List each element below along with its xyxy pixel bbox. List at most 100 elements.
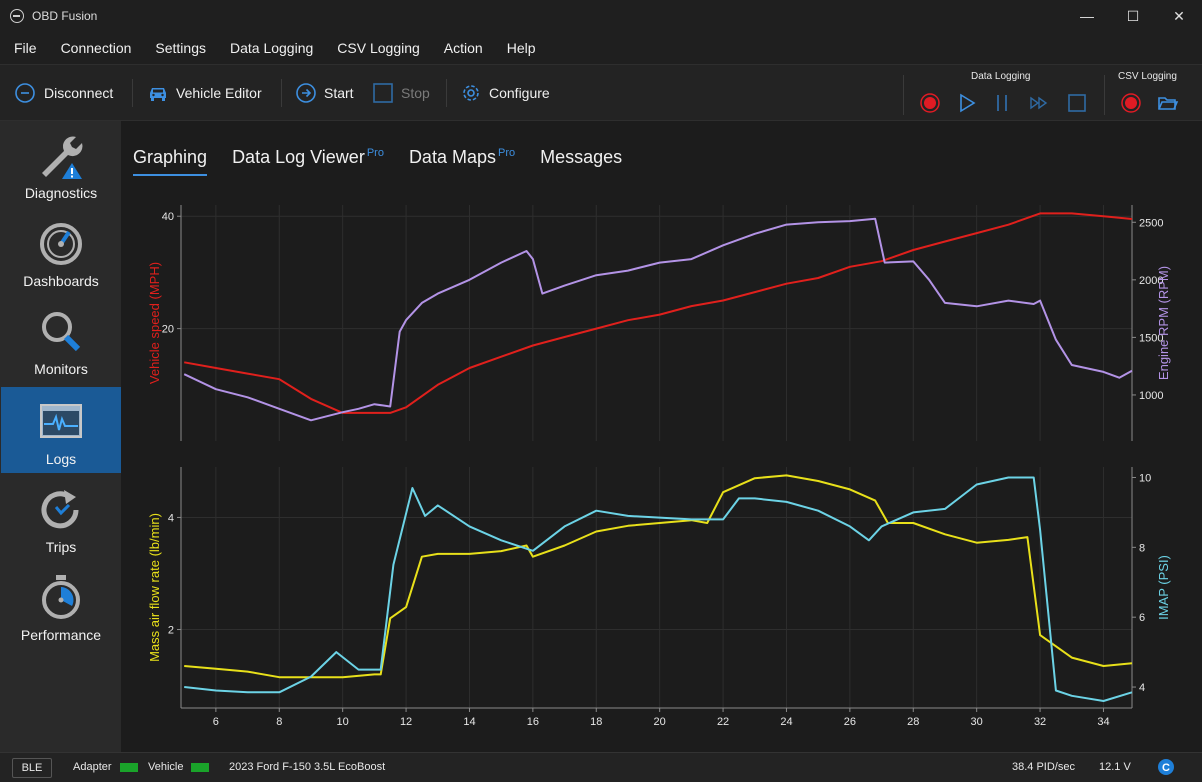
csv-record-button[interactable] xyxy=(1120,92,1142,114)
record-icon xyxy=(920,93,940,113)
configure-button[interactable]: Configure xyxy=(460,81,550,105)
vehicle-status-indicator xyxy=(191,763,209,772)
y-tick-label: 10 xyxy=(1139,472,1151,484)
configure-label: Configure xyxy=(489,85,550,101)
x-tick-label: 32 xyxy=(1034,716,1046,728)
trips-icon xyxy=(41,490,79,529)
connection-type-badge: BLE xyxy=(12,758,52,778)
axis-title: Engine RPM (RPM) xyxy=(1156,266,1171,380)
car-icon xyxy=(150,88,166,101)
disconnect-icon xyxy=(15,83,35,103)
y-tick-label: 2 xyxy=(168,625,174,637)
app-logo-icon xyxy=(10,9,24,23)
close-button[interactable]: ✕ xyxy=(1173,7,1185,24)
stop-square-icon xyxy=(373,83,393,103)
window-title: OBD Fusion xyxy=(32,9,98,23)
stop-label: Stop xyxy=(401,85,430,101)
sidebar-item-monitors[interactable]: Monitors xyxy=(1,297,121,383)
series-line xyxy=(184,474,1133,679)
sidebar-item-diagnostics[interactable]: Diagnostics xyxy=(1,121,121,207)
data-log-fast-forward-button[interactable] xyxy=(1028,92,1050,114)
series-line xyxy=(184,476,1133,702)
vehicle-editor-label: Vehicle Editor xyxy=(176,85,262,101)
y-tick-label: 2500 xyxy=(1139,217,1163,229)
menu-data-logging[interactable]: Data Logging xyxy=(229,40,314,56)
y-tick-label: 20 xyxy=(162,324,174,336)
series-line xyxy=(183,217,1133,422)
tab-label: Messages xyxy=(540,147,623,167)
y-tick-label: 4 xyxy=(168,512,174,524)
maximize-button[interactable]: ☐ xyxy=(1126,7,1140,24)
data-log-stop-button[interactable] xyxy=(1066,92,1088,114)
data-log-pause-button[interactable] xyxy=(991,92,1013,114)
play-icon xyxy=(960,93,976,113)
tab-messages[interactable]: Messages xyxy=(540,147,622,174)
sidebar-item-performance[interactable]: Performance xyxy=(1,563,121,649)
stop-button[interactable]: Stop xyxy=(372,81,430,105)
magnifier-icon xyxy=(42,312,81,352)
sidebar-item-trips[interactable]: Trips xyxy=(1,475,121,561)
axis-title: Mass air flow rate (lb/min) xyxy=(147,513,162,662)
x-tick-label: 6 xyxy=(213,716,219,728)
x-tick-label: 14 xyxy=(463,716,475,728)
adapter-status-indicator xyxy=(120,763,138,772)
stopwatch-icon xyxy=(42,575,80,619)
gauge-icon xyxy=(40,223,82,265)
window-controls: — ☐ ✕ xyxy=(1064,0,1202,32)
x-tick-label: 16 xyxy=(527,716,539,728)
main-content: Graphing Data Log Viewer Pro Data Maps Pro… xyxy=(121,121,1202,752)
x-tick-label: 12 xyxy=(400,716,412,728)
series-line xyxy=(184,212,1133,414)
x-tick-label: 22 xyxy=(717,716,729,728)
toolbar-divider xyxy=(132,79,133,107)
sidebar-item-dashboards[interactable]: Dashboards xyxy=(1,209,121,295)
sidebar-item-label: Trips xyxy=(45,539,77,555)
title-bar: OBD Fusion — ☐ ✕ xyxy=(0,0,1202,32)
app-status-icon[interactable]: C xyxy=(1157,758,1175,776)
sidebar-item-label: Logs xyxy=(45,451,77,467)
record-icon xyxy=(1121,93,1141,113)
tab-graphing[interactable]: Graphing xyxy=(133,147,208,176)
x-tick-label: 34 xyxy=(1097,716,1109,728)
menu-settings[interactable]: Settings xyxy=(155,40,206,56)
x-tick-label: 20 xyxy=(654,716,666,728)
x-tick-label: 28 xyxy=(907,716,919,728)
csv-logging-group-label: CSV Logging xyxy=(1118,71,1177,82)
tab-bar: Graphing Data Log Viewer Pro Data Maps Pro… xyxy=(133,147,647,176)
toolbar: Disconnect Vehicle Editor Start Stop xyxy=(0,64,1202,121)
y-tick-label: 1500 xyxy=(1139,332,1163,344)
menu-action[interactable]: Action xyxy=(443,40,483,56)
x-tick-label: 18 xyxy=(590,716,602,728)
axis-title: IMAP (PSI) xyxy=(1156,555,1171,620)
menu-file[interactable]: File xyxy=(14,40,37,56)
disconnect-button[interactable]: Disconnect xyxy=(14,81,113,105)
toolbar-divider xyxy=(446,79,447,107)
sidebar-item-label: Dashboards xyxy=(23,273,99,289)
start-button[interactable]: Start xyxy=(295,81,354,105)
battery-voltage: 12.1 V xyxy=(1099,761,1131,773)
y-tick-label: 8 xyxy=(1139,542,1145,554)
toolbar-divider xyxy=(903,75,904,115)
pro-badge: Pro xyxy=(497,147,516,159)
tab-data-log-viewer[interactable]: Data Log Viewer Pro xyxy=(232,147,384,174)
pid-rate: 38.4 PID/sec xyxy=(1012,761,1075,773)
pause-icon xyxy=(997,95,1007,111)
vehicle-label: Vehicle xyxy=(148,761,184,773)
minimize-button[interactable]: — xyxy=(1080,8,1094,24)
graph-area: 20 40 Vehicle speed (MPH) 1000 1500 2000 2500 E… xyxy=(147,205,1171,728)
menu-bar: File Connection Settings Data Logging CS… xyxy=(0,32,1202,64)
disconnect-label: Disconnect xyxy=(44,85,114,101)
menu-help[interactable]: Help xyxy=(506,40,536,56)
menu-connection[interactable]: Connection xyxy=(60,40,132,56)
data-log-play-button[interactable] xyxy=(956,92,978,114)
csv-open-folder-button[interactable] xyxy=(1157,92,1179,114)
tab-data-maps[interactable]: Data Maps Pro xyxy=(409,147,515,174)
sidebar-item-label: Monitors xyxy=(34,361,88,377)
menu-csv-logging[interactable]: CSV Logging xyxy=(337,40,420,56)
vehicle-editor-button[interactable]: Vehicle Editor xyxy=(147,81,262,105)
folder-icon xyxy=(1158,97,1179,110)
x-tick-label: 30 xyxy=(971,716,983,728)
sidebar-item-logs[interactable]: Logs xyxy=(1,387,121,473)
adapter-label: Adapter xyxy=(73,761,112,773)
data-log-record-button[interactable] xyxy=(919,92,941,114)
